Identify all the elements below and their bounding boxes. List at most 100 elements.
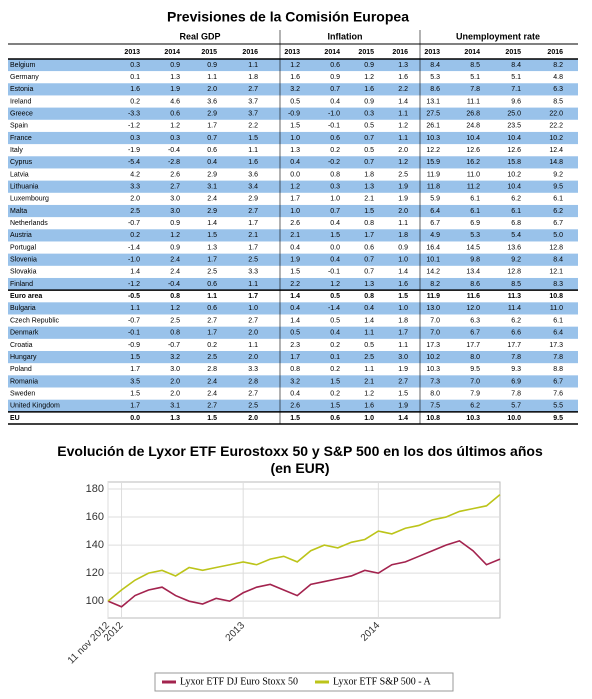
cell-value: 13.1 [426,98,440,105]
year-header: 2014 [464,49,480,56]
cell-value: 1.0 [398,305,408,312]
cell-value: 2.0 [170,390,180,397]
country: Italy [10,147,23,154]
cell-value: 6.8 [511,220,521,227]
cell-value: 2.0 [170,378,180,385]
cell-value: 12.6 [507,147,521,154]
cell-value: 6.1 [470,196,480,203]
cell-value: 7.0 [430,330,440,337]
year-header: 2015 [358,49,374,56]
year-header: 2013 [124,49,140,56]
cell-value: 7.6 [553,390,563,397]
cell-value: 1.5 [290,269,300,276]
cell-value: 1.6 [364,403,374,410]
cell-value: 27.5 [426,111,440,118]
cell-value: 0.8 [364,220,374,227]
country: EU [10,415,20,422]
cell-value: 0.9 [330,74,340,81]
cell-value: 13.0 [426,305,440,312]
cell-value: 0.5 [364,342,374,349]
cell-value: 1.9 [398,196,408,203]
row-band [8,156,578,169]
year-header: 2015 [201,49,217,56]
cell-value: 1.4 [290,293,300,300]
cell-value: 8.0 [470,354,480,361]
cell-value: 2.5 [170,317,180,324]
cell-value: 2.2 [398,86,408,93]
cell-value: 3.6 [207,98,217,105]
cell-value: 1.0 [290,135,300,142]
cell-value: 2.5 [207,269,217,276]
cell-value: 1.8 [398,232,408,239]
cell-value: 0.9 [364,98,374,105]
cell-value: -1.0 [128,257,140,264]
cell-value: 3.2 [170,354,180,361]
cell-value: 0.2 [330,390,340,397]
group-header: Real GDP [179,31,220,41]
cell-value: 0.9 [170,220,180,227]
cell-value: 22.0 [549,111,563,118]
country: Sweden [10,390,35,397]
country: Estonia [10,86,33,93]
cell-value: 26.8 [466,111,480,118]
cell-value: 8.2 [553,62,563,69]
cell-value: 10.1 [426,257,440,264]
cell-value: 2.0 [398,208,408,215]
cell-value: 0.7 [330,86,340,93]
y-tick-label: 120 [86,567,104,579]
cell-value: 1.3 [170,74,180,81]
cell-value: 3.3 [248,366,258,373]
cell-value: 0.7 [364,257,374,264]
cell-value: 3.1 [170,403,180,410]
country: Czech Republic [10,317,60,324]
country: Lithuania [10,184,39,191]
cell-value: 2.2 [290,281,300,288]
cell-value: 1.2 [290,62,300,69]
cell-value: 1.1 [364,366,374,373]
cell-value: 12.1 [549,269,563,276]
cell-value: 10.8 [549,293,563,300]
cell-value: 23.5 [507,123,521,130]
year-header: 2016 [547,49,563,56]
cell-value: 0.6 [170,111,180,118]
cell-value: 0.7 [364,135,374,142]
cell-value: -0.7 [128,317,140,324]
legend-label: Lyxor ETF DJ Euro Stoxx 50 [180,676,298,687]
cell-value: 3.0 [170,366,180,373]
x-tick-label: 2013 [224,620,248,644]
cell-value: 1.1 [398,342,408,349]
cell-value: 0.5 [330,317,340,324]
cell-value: 0.4 [364,305,374,312]
cell-value: 11.1 [467,98,480,105]
cell-value: -0.5 [128,293,140,300]
cell-value: 2.0 [248,330,258,337]
cell-value: 1.7 [398,330,408,337]
cell-value: 3.2 [290,378,300,385]
cell-value: 0.2 [330,366,340,373]
cell-value: 12.8 [549,244,563,251]
cell-value: 3.6 [248,171,258,178]
cell-value: 2.1 [364,196,374,203]
cell-value: 1.5 [130,354,140,361]
cell-value: 2.9 [207,208,217,215]
cell-value: 1.8 [364,171,374,178]
cell-value: -2.8 [168,159,180,166]
country: United Kingdom [10,403,60,410]
row-band [8,83,578,96]
cell-value: -0.4 [168,281,180,288]
cell-value: 1.7 [130,366,140,373]
cell-value: 1.0 [398,257,408,264]
cell-value: 2.7 [398,378,408,385]
cell-value: 11.0 [467,171,480,178]
cell-value: 1.1 [130,305,140,312]
cell-value: 2.4 [207,378,217,385]
cell-value: 1.2 [398,123,408,130]
cell-value: 2.4 [170,257,180,264]
cell-value: 5.9 [430,196,440,203]
cell-value: 14.8 [549,159,563,166]
cell-value: -3.3 [128,111,140,118]
cell-value: 2.5 [248,403,258,410]
cell-value: 1.1 [364,330,374,337]
cell-value: 6.2 [553,208,563,215]
group-header: Inflation [328,31,363,41]
